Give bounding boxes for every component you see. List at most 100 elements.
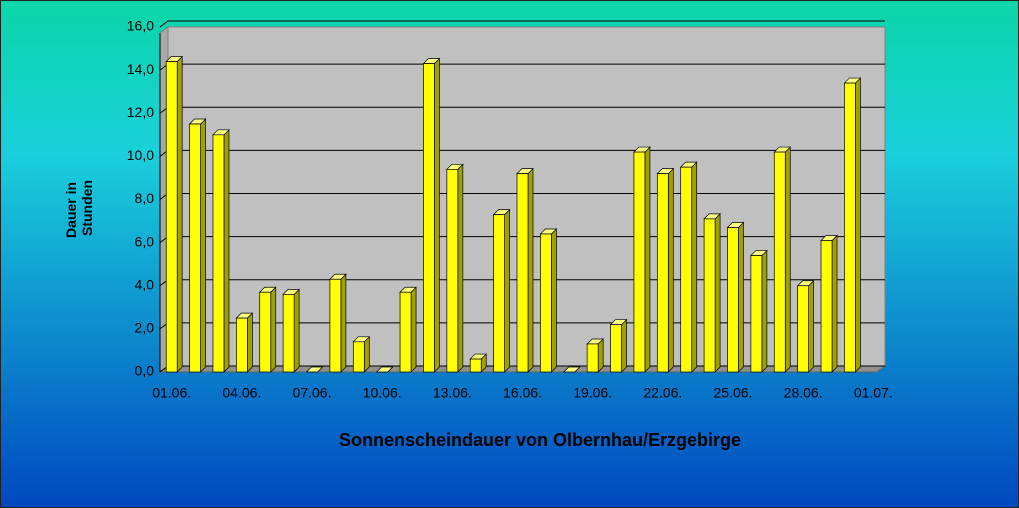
bar-side — [270, 286, 277, 373]
bar — [188, 118, 207, 373]
y-tick-label: 14,0 — [127, 61, 154, 77]
bar-side — [644, 146, 651, 373]
bar-side — [176, 55, 183, 373]
bar — [726, 221, 745, 373]
bar-side — [410, 286, 417, 373]
bar — [352, 335, 371, 373]
bar — [773, 146, 792, 373]
bar-face — [727, 227, 739, 373]
bar-side — [597, 338, 604, 373]
bar-face — [656, 173, 669, 373]
bar-face — [212, 134, 225, 373]
bar — [796, 279, 815, 373]
y-tick-label: 4,0 — [135, 276, 155, 292]
bar — [165, 55, 184, 373]
bar-face — [703, 218, 716, 373]
bar-side — [223, 128, 230, 373]
bar-face — [516, 173, 529, 373]
bar — [679, 161, 698, 373]
bar-side — [504, 208, 510, 373]
x-tick-label: 01.07. — [854, 385, 893, 401]
x-tick-label: 10.06. — [363, 385, 402, 401]
bar-side — [340, 273, 347, 373]
y-tick-label: 8,0 — [135, 190, 155, 206]
bar — [235, 312, 254, 373]
bar-top — [375, 366, 394, 373]
bar-top — [305, 366, 324, 373]
grid-line — [159, 20, 885, 28]
bar — [656, 167, 675, 373]
y-tick-label: 16,0 — [127, 18, 154, 34]
bar — [469, 353, 488, 373]
x-tick-label: 04.06. — [222, 385, 261, 401]
bar-face — [633, 151, 646, 373]
y-axis-label-line: Dauer in — [63, 182, 79, 238]
x-tick-label: 28.06. — [784, 385, 823, 401]
bar-side — [738, 221, 744, 373]
bar-face — [329, 278, 342, 373]
bar-side — [434, 57, 440, 373]
bar-face — [189, 123, 201, 373]
bar-top — [562, 366, 581, 373]
bar-face — [469, 358, 482, 373]
y-tick-label: 10,0 — [127, 147, 154, 163]
bar — [820, 234, 838, 373]
bar-side — [363, 335, 370, 373]
bar-face — [820, 240, 833, 373]
bar-side — [551, 228, 557, 373]
x-tick-label: 19.06. — [573, 385, 612, 401]
bar-face — [750, 255, 763, 373]
bar — [750, 249, 768, 373]
y-tick-label: 12,0 — [127, 104, 154, 120]
bar-face — [423, 63, 435, 373]
bar — [375, 366, 394, 373]
bar — [305, 366, 324, 373]
bar-face — [844, 82, 856, 373]
y-axis-label: Dauer in Stunden — [63, 178, 95, 238]
bar-side — [691, 161, 698, 373]
bar-side — [714, 213, 721, 373]
bar-face — [165, 61, 178, 373]
bar-side — [621, 318, 627, 373]
bar — [282, 288, 300, 373]
bar — [422, 57, 441, 373]
x-tick-label: 25.06. — [714, 385, 753, 401]
y-tick-label: 0,0 — [135, 363, 155, 379]
y-tick-label: 6,0 — [135, 233, 155, 249]
y-tick-label: 2,0 — [135, 320, 155, 336]
bar-side — [457, 163, 464, 373]
chart-title: Sonnenscheindauer von Olbernhau/Erzgebir… — [339, 430, 741, 450]
bar-face — [610, 324, 622, 373]
x-tick-label: 01.06. — [152, 385, 191, 401]
x-tick-label: 22.06. — [643, 385, 682, 401]
bar — [212, 128, 230, 373]
bar-side — [527, 167, 534, 373]
bar — [609, 318, 628, 373]
bar-side — [293, 288, 300, 373]
bar-side — [831, 234, 838, 373]
bar-face — [797, 285, 809, 373]
bar-side — [761, 249, 768, 373]
bar-side — [808, 279, 814, 373]
bar-side — [200, 118, 206, 373]
bar — [703, 213, 721, 373]
x-tick-label: 07.06. — [293, 385, 332, 401]
bar-face — [586, 343, 599, 373]
bar-side — [855, 77, 861, 373]
x-tick-label: 16.06. — [503, 385, 542, 401]
bar — [539, 228, 558, 373]
bar — [399, 286, 417, 373]
bar-face — [493, 214, 505, 373]
bar-face — [540, 233, 552, 373]
bar — [633, 146, 651, 373]
bar — [445, 163, 464, 373]
y-axis-label-line: Stunden — [79, 180, 95, 236]
bar-side — [784, 146, 791, 373]
bar-face — [399, 291, 412, 373]
x-tick-label: 13.06. — [433, 385, 472, 401]
bar — [586, 338, 605, 373]
bar — [843, 77, 862, 373]
bar — [492, 208, 511, 373]
bar-face — [282, 294, 295, 373]
